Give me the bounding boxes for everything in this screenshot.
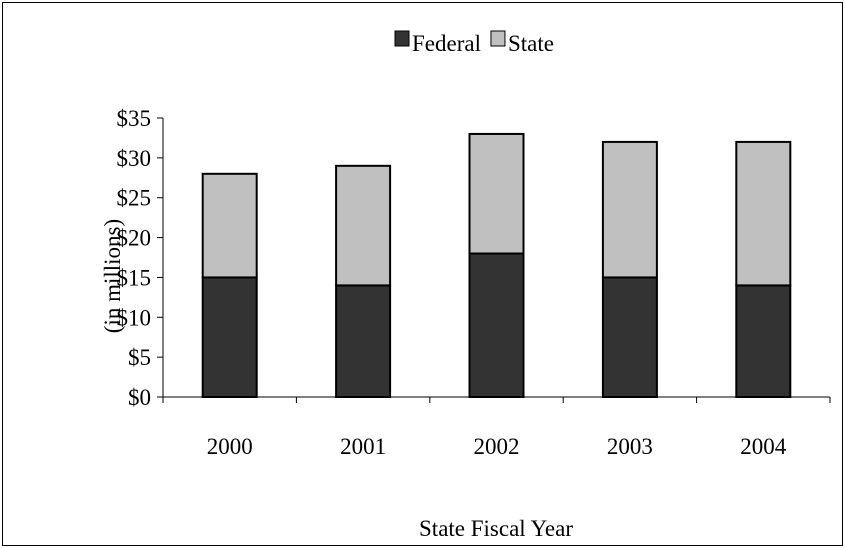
y-tick-label: $25 (117, 186, 152, 211)
bar-state-2003 (601, 140, 658, 279)
bar-state-2004 (735, 140, 792, 287)
bar-federal-2004 (735, 284, 792, 398)
bar-state-2000 (201, 172, 258, 279)
bar-federal-2003 (601, 276, 658, 398)
x-tick-label: 2004 (740, 434, 787, 459)
y-tick-label: $30 (117, 146, 152, 171)
x-tick-label: 2001 (340, 434, 386, 459)
bar-state-2001 (335, 164, 392, 287)
bar-federal-2002 (468, 252, 525, 398)
y-axis: $0 $5 $10 $15 $20 $25 $30 $35 (117, 106, 164, 410)
x-axis: 2000 2001 2002 2003 2004 (162, 396, 831, 459)
legend-swatch (394, 30, 410, 47)
bars (201, 132, 792, 398)
x-tick-label: 2002 (474, 434, 520, 459)
legend-swatch (490, 30, 506, 47)
legend-label: Federal (412, 31, 481, 56)
y-tick-label: $10 (117, 305, 152, 330)
y-tick-label: $0 (128, 385, 151, 410)
y-tick-label: $20 (117, 226, 152, 251)
x-tick-label: 2003 (607, 434, 653, 459)
y-axis-label: (in millions) (100, 219, 125, 333)
x-tick-label: 2000 (207, 434, 253, 459)
y-tick-label: $15 (117, 265, 152, 290)
y-tick-label: $5 (128, 345, 151, 370)
legend: Federal State (394, 30, 554, 56)
bar-state-2002 (468, 132, 525, 255)
y-tick-label: $35 (117, 106, 152, 131)
legend-label: State (508, 31, 554, 56)
x-axis-label: State Fiscal Year (419, 516, 573, 541)
bar-federal-2000 (201, 276, 258, 398)
bar-federal-2001 (335, 284, 392, 398)
